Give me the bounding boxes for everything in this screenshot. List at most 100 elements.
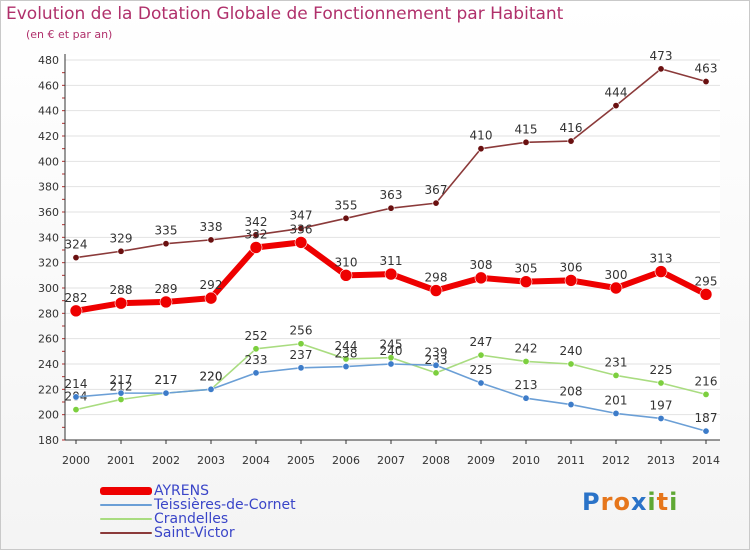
data-point	[342, 355, 350, 363]
data-label: 214	[65, 377, 88, 391]
data-label: 217	[110, 373, 133, 387]
y-tick-label: 200	[38, 409, 59, 422]
brand-letter: t	[656, 488, 670, 516]
data-point	[162, 389, 170, 397]
data-label: 473	[650, 49, 673, 63]
data-point	[162, 240, 170, 248]
x-tick-label: 2012	[602, 454, 630, 467]
x-tick-label: 2008	[422, 454, 450, 467]
plot-area	[65, 56, 720, 440]
legend-label: Crandelles	[154, 511, 229, 527]
y-tick-label: 280	[38, 307, 59, 320]
data-point	[294, 236, 308, 249]
y-tick-label: 380	[38, 181, 59, 194]
data-point	[702, 390, 710, 398]
data-point	[702, 78, 710, 86]
data-point	[567, 360, 575, 368]
data-label: 252	[245, 329, 268, 343]
data-point	[429, 284, 443, 297]
data-point	[657, 65, 665, 73]
data-label: 245	[380, 338, 403, 352]
data-label: 282	[65, 291, 88, 305]
y-tick-label: 260	[38, 333, 59, 346]
data-label: 338	[200, 220, 223, 234]
brand-letter: x	[630, 488, 648, 516]
data-point	[249, 241, 263, 254]
y-tick-label: 320	[38, 257, 59, 270]
data-point	[69, 304, 83, 318]
data-label: 217	[155, 373, 178, 387]
data-point	[609, 281, 623, 295]
data-label: 247	[470, 335, 493, 349]
data-point	[72, 393, 80, 401]
data-label: 213	[515, 378, 538, 392]
legend-swatch	[100, 487, 152, 495]
x-tick-label: 2007	[377, 454, 405, 467]
legend-swatch	[100, 504, 152, 506]
data-point	[297, 224, 305, 232]
data-label: 233	[245, 353, 268, 367]
data-point	[654, 265, 668, 278]
data-point	[477, 145, 485, 153]
y-tick-label: 480	[38, 54, 59, 67]
legend-swatch	[100, 518, 152, 520]
x-tick-label: 2004	[242, 454, 270, 467]
data-label: 197	[650, 398, 673, 412]
data-point	[432, 361, 440, 369]
x-tick-label: 2013	[647, 454, 675, 467]
data-label: 295	[695, 274, 718, 288]
data-point	[519, 275, 533, 288]
data-label: 310	[335, 255, 358, 269]
data-label: 324	[65, 238, 88, 252]
data-point	[699, 288, 713, 301]
data-point	[72, 254, 80, 262]
data-label: 336	[290, 222, 313, 236]
x-tick-label: 2003	[197, 454, 225, 467]
data-point	[657, 414, 665, 422]
data-label: 216	[695, 374, 718, 388]
data-label: 289	[155, 282, 178, 296]
data-label: 225	[650, 363, 673, 377]
x-tick-label: 2009	[467, 454, 495, 467]
data-label: 256	[290, 324, 313, 338]
data-label: 240	[380, 344, 403, 358]
data-point	[387, 360, 395, 368]
data-point	[432, 199, 440, 207]
data-point	[339, 269, 353, 282]
data-label: 300	[605, 268, 628, 282]
data-label: 367	[425, 183, 448, 197]
data-label: 342	[245, 215, 268, 229]
data-point	[474, 271, 488, 285]
y-tick-label: 220	[38, 383, 59, 396]
data-point	[207, 236, 215, 244]
legend-label: AYRENS	[154, 483, 209, 499]
data-label: 225	[470, 363, 493, 377]
legend-label: Saint-Victor	[154, 525, 235, 541]
data-label: 311	[380, 254, 403, 268]
data-label: 240	[560, 344, 583, 358]
data-point	[252, 345, 260, 353]
data-label: 220	[200, 369, 223, 383]
y-tick-label: 440	[38, 105, 59, 118]
data-point	[297, 364, 305, 372]
data-label: 292	[200, 278, 223, 292]
data-label: 244	[335, 339, 358, 353]
data-point	[117, 247, 125, 255]
data-point	[117, 395, 125, 403]
chart-title: Evolution de la Dotation Globale de Fonc…	[6, 4, 564, 24]
brand-letter: P	[582, 488, 601, 516]
y-tick-label: 180	[38, 434, 59, 447]
x-tick-label: 2006	[332, 454, 360, 467]
data-point	[522, 394, 530, 402]
data-label: 233	[425, 353, 448, 367]
data-label: 332	[245, 227, 268, 241]
brand-letter: i	[647, 488, 657, 516]
data-point	[342, 214, 350, 222]
brand-letter: o	[613, 488, 631, 516]
data-point	[564, 274, 578, 287]
data-point	[702, 427, 710, 435]
x-tick-label: 2001	[107, 454, 135, 467]
data-point	[567, 401, 575, 409]
data-label: 298	[425, 271, 448, 285]
